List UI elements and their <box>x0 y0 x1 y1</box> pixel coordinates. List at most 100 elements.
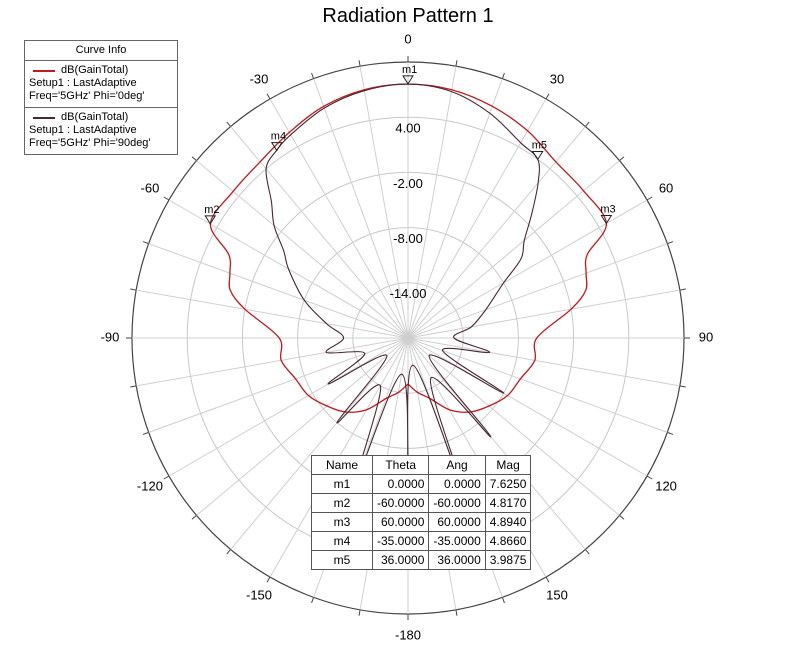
marker-label: m1 <box>402 64 417 76</box>
cell-ang: 60.0000 <box>428 512 486 532</box>
marker-triangle <box>531 150 544 161</box>
header-theta: Theta <box>371 455 430 475</box>
grid-spoke <box>230 337 409 550</box>
outer-tick <box>501 72 505 79</box>
angle-tick-label: 0 <box>404 31 411 46</box>
outer-tick <box>130 288 137 291</box>
cell-theta: -60.0000 <box>371 493 430 513</box>
cell-theta: -35.0000 <box>371 531 430 551</box>
radial-tick-label: -14.00 <box>390 286 427 301</box>
cell-mag: 3.9875 <box>484 550 532 570</box>
legend-entry[interactable]: dB(GainTotal) Setup1 : LastAdaptive Freq… <box>25 107 177 154</box>
outer-tick <box>142 431 149 435</box>
legend-entry-condition: Freq='5GHz' Phi='0deg' <box>29 90 145 102</box>
radial-tick-label: -8.00 <box>393 231 423 246</box>
grid-spoke <box>269 98 409 339</box>
table-row: m2 -60.0000 -60.0000 4.8170 <box>311 493 532 513</box>
grid-spoke <box>407 126 586 339</box>
outer-tick <box>226 549 231 555</box>
grid-spoke <box>407 243 668 339</box>
outer-tick <box>545 576 550 583</box>
marker-label: m2 <box>204 204 219 216</box>
markers: m1 m2 m3 m4 m5 <box>204 64 616 225</box>
angle-tick-label: 60 <box>659 180 673 195</box>
radial-tick-label: 4.00 <box>395 121 420 136</box>
angle-tick-label: 150 <box>546 588 568 603</box>
outer-tick <box>266 576 271 583</box>
cell-ang: 36.0000 <box>428 550 486 570</box>
marker-triangle <box>270 142 283 152</box>
angle-tick-label: -150 <box>246 588 272 603</box>
grid-spoke <box>136 289 409 339</box>
outer-tick <box>455 609 458 616</box>
cell-theta: 60.0000 <box>371 512 430 532</box>
cell-mag: 7.6250 <box>484 474 532 494</box>
series-line-phi90 <box>265 83 540 477</box>
marker-triangle <box>600 214 613 225</box>
outer-tick <box>667 241 674 245</box>
outer-tick <box>679 385 686 388</box>
table-row: m5 36.0000 36.0000 3.9875 <box>311 550 532 570</box>
marker-label: m5 <box>532 139 547 151</box>
cell-mag: 4.8170 <box>484 493 532 513</box>
outer-tick <box>619 156 625 161</box>
grid-spoke <box>407 337 680 387</box>
angle-tick-label: 90 <box>699 329 713 344</box>
curve-info-legend: Curve Info dB(GainTotal) Setup1 : LastAd… <box>24 40 178 155</box>
outer-tick <box>545 93 550 100</box>
header-ang: Ang <box>428 455 486 475</box>
outer-tick <box>455 60 458 67</box>
cell-mag: 4.8940 <box>484 512 532 532</box>
outer-tick <box>311 72 315 79</box>
chart-title: Radiation Pattern 1 <box>322 5 493 27</box>
legend-swatch-phi0 <box>33 69 55 72</box>
legend-entry-condition: Freq='5GHz' Phi='90deg' <box>29 137 151 149</box>
outer-tick <box>191 515 197 520</box>
cell-mag: 4.8660 <box>484 531 532 551</box>
grid-spoke <box>407 289 680 339</box>
grid-spoke <box>196 337 409 516</box>
outer-tick <box>358 609 361 616</box>
marker-label: m3 <box>600 203 615 215</box>
legend-entry-name: dB(GainTotal) <box>61 64 129 76</box>
outer-tick <box>585 121 590 127</box>
cell-name: m4 <box>311 531 373 551</box>
grid-spoke <box>407 160 620 339</box>
outer-tick <box>142 241 149 245</box>
marker-label: m4 <box>271 131 286 143</box>
grid-spoke <box>148 243 409 339</box>
table-row: m4 -35.0000 -35.0000 4.8660 <box>311 531 532 551</box>
radial-tick-labels: 4.00 -2.00 -8.00 -14.00 <box>390 121 427 302</box>
header-name: Name <box>311 455 373 475</box>
cell-ang: -35.0000 <box>428 531 486 551</box>
cell-name: m5 <box>311 550 373 570</box>
outer-tick <box>358 60 361 67</box>
angle-tick-label: -60 <box>141 180 160 195</box>
grid-spoke <box>230 126 409 339</box>
outer-tick <box>667 431 674 435</box>
angle-tick-label: -120 <box>137 478 163 493</box>
legend-entry-name: dB(GainTotal) <box>61 111 129 123</box>
legend-entry[interactable]: dB(GainTotal) Setup1 : LastAdaptive Freq… <box>25 61 177 107</box>
outer-tick <box>163 475 170 480</box>
marker-triangle <box>402 75 414 85</box>
grid-spoke <box>407 66 457 339</box>
outer-tick <box>501 597 505 604</box>
outer-tick <box>130 385 137 388</box>
cell-name: m1 <box>311 474 373 494</box>
grid-spoke <box>407 98 547 339</box>
table-row: m3 60.0000 60.0000 4.8940 <box>311 512 532 532</box>
outer-tick <box>163 196 170 201</box>
grid-spoke <box>313 78 409 339</box>
angle-tick-label: 30 <box>550 71 564 86</box>
angle-tick-label: 120 <box>655 478 677 493</box>
angle-tick-label: -180 <box>395 627 421 642</box>
legend-entry-setup: Setup1 : LastAdaptive <box>29 77 137 89</box>
outer-tick <box>311 597 315 604</box>
marker-triangle <box>204 215 217 225</box>
outer-tick <box>679 288 686 291</box>
grid-spoke <box>196 160 409 339</box>
outer-tick <box>226 121 231 127</box>
cell-theta: 0.0000 <box>371 474 430 494</box>
